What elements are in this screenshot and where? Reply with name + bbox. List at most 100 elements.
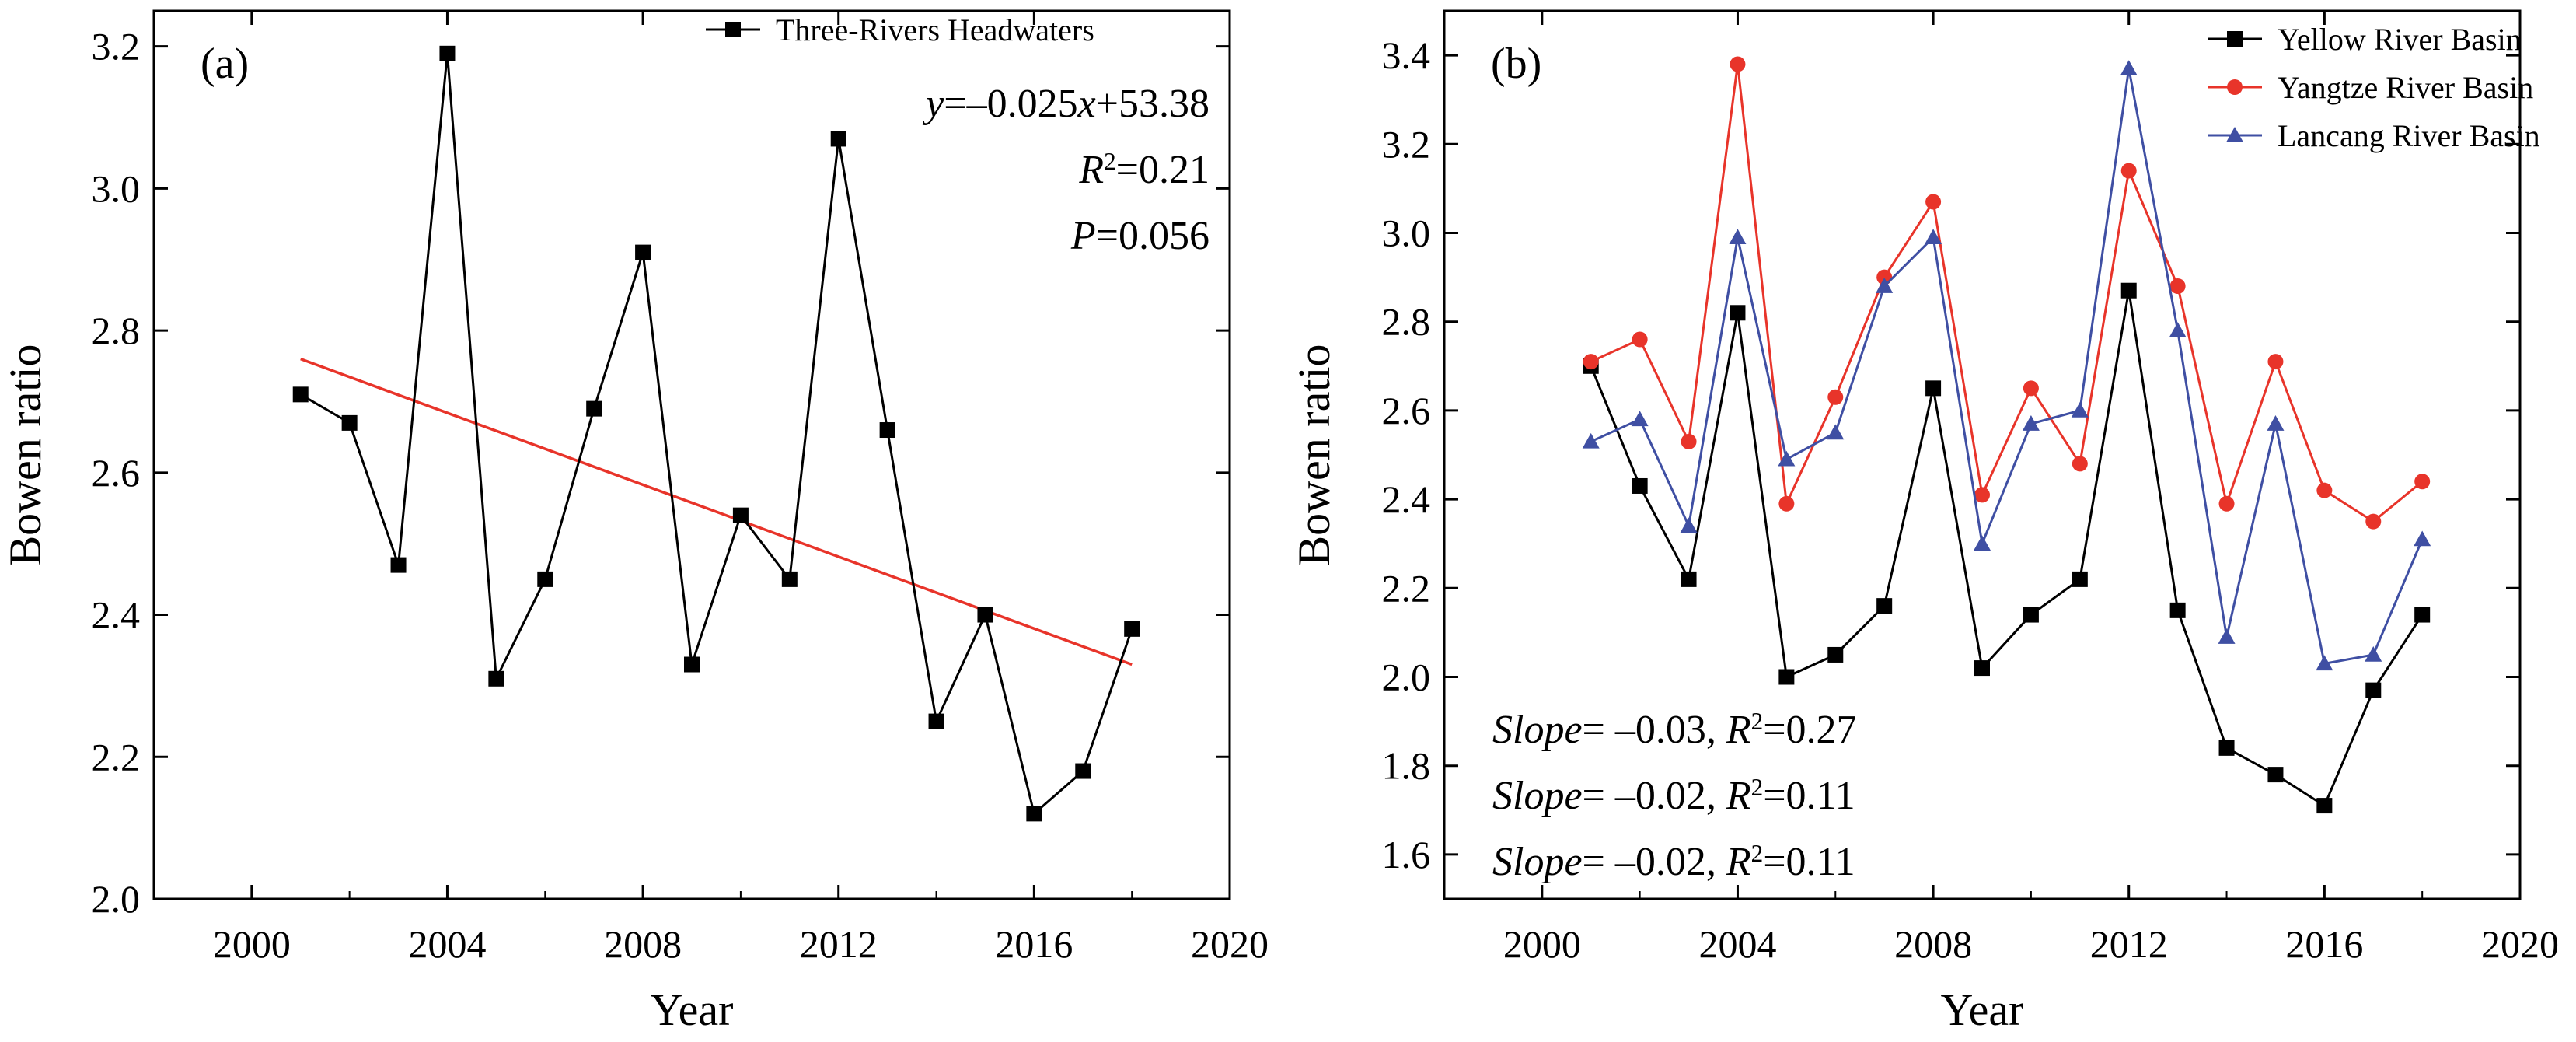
legend-marker <box>2227 79 2243 95</box>
data-point <box>1681 433 1697 449</box>
data-point <box>1730 56 1746 72</box>
y-tick-label: 2.4 <box>1382 477 1431 521</box>
data-point <box>2120 163 2137 179</box>
x-tick-label: 2008 <box>1894 922 1972 966</box>
legend-item-0: Three-Rivers Headwaters <box>706 12 1094 47</box>
panel-label: (a) <box>201 40 249 88</box>
x-axis-title: Year <box>1941 984 2024 1035</box>
y-tick-label: 2.4 <box>92 593 141 637</box>
annotation-r2-part-2: =0.21 <box>1116 148 1209 192</box>
data-point <box>537 571 553 587</box>
data-point <box>292 386 309 403</box>
data-point <box>2316 655 2333 671</box>
legend-item-2: Lancang River Basin <box>2208 118 2540 153</box>
annotation-s1: Slope= –0.03, R2=0.27 <box>1492 708 1857 753</box>
trend-line <box>300 358 1133 666</box>
data-point <box>2022 415 2040 431</box>
data-point <box>2218 628 2236 644</box>
annotation-r2-part-1: 2 <box>1104 148 1116 175</box>
data-point <box>1778 450 1796 467</box>
plot-frame <box>152 9 1231 900</box>
annotation-r2-part-0: R <box>1078 148 1104 192</box>
legend-label: Lancang River Basin <box>2278 118 2540 153</box>
legend-marker <box>2226 127 2243 142</box>
data-point <box>2316 482 2333 498</box>
data-point <box>1925 380 1942 397</box>
data-point <box>1827 389 1844 405</box>
data-point <box>2414 530 2431 547</box>
y-tick-label: 3.2 <box>1382 122 1431 166</box>
annotation-s1-part-0: Slope <box>1492 708 1583 752</box>
y-tick-label: 2.0 <box>92 877 141 921</box>
data-point <box>2120 282 2137 299</box>
data-point <box>1876 278 1894 293</box>
legend-marker <box>725 22 741 37</box>
data-point <box>2120 60 2138 76</box>
data-point <box>2071 401 2089 418</box>
annotation-s3-part-4: =0.11 <box>1763 840 1855 884</box>
y-tick-label: 1.8 <box>1382 744 1431 788</box>
data-point <box>341 414 358 431</box>
x-tick-label: 2016 <box>995 922 1073 966</box>
y-axis-title: Bowen ratio <box>1289 344 1339 565</box>
data-point <box>2414 474 2431 490</box>
data-point <box>2365 645 2382 662</box>
legend-marker <box>2227 31 2243 47</box>
data-point <box>1124 621 1140 637</box>
legend-label: Yellow River Basin <box>2278 22 2522 57</box>
x-tick-label: 2000 <box>1503 922 1581 966</box>
annotation-s1-part-2: R <box>1726 708 1751 752</box>
data-point <box>2072 456 2088 472</box>
annotation-s3: Slope= –0.02, R2=0.11 <box>1492 840 1855 885</box>
series-line <box>1590 290 2424 808</box>
panel-b: 2000 2004 2008 2012 2016 2020 1.6 1.8 2.0 2.2 2.4 2… <box>1289 9 2559 1035</box>
series-line <box>299 53 1133 816</box>
annotation-s1-part-3: 2 <box>1751 708 1764 735</box>
data-point <box>1778 669 1795 685</box>
data-point <box>2414 607 2431 623</box>
data-point <box>1729 229 1747 245</box>
annotation-s2: Slope= –0.02, R2=0.11 <box>1492 774 1855 819</box>
annotation-s2-part-4: =0.11 <box>1763 774 1855 818</box>
data-point <box>390 557 407 573</box>
y-tick-label: 2.8 <box>92 309 141 352</box>
series-0 <box>1583 282 2431 814</box>
data-point <box>1632 477 1648 494</box>
y-tick-label: 2.0 <box>1382 656 1431 699</box>
data-point <box>1631 411 1649 427</box>
data-point <box>2365 682 2382 698</box>
annotation-s2-part-3: 2 <box>1751 774 1764 801</box>
y-tick-label: 2.2 <box>1382 566 1431 610</box>
series-2 <box>1582 60 2431 671</box>
data-point <box>1583 354 1599 370</box>
data-point <box>928 713 944 729</box>
data-point <box>1026 806 1042 822</box>
annotation-s2-part-2: R <box>1726 774 1751 818</box>
x-tick-label: 2004 <box>408 922 486 966</box>
data-point <box>439 45 456 61</box>
data-point <box>1827 424 1845 440</box>
data-point <box>1778 495 1795 512</box>
series-1 <box>1583 56 2431 530</box>
data-point <box>2023 380 2039 397</box>
data-point <box>2169 322 2187 337</box>
annotation-eq-part-1: =–0.025 <box>944 82 1077 126</box>
series-0 <box>292 45 1140 822</box>
x-axis-title: Year <box>651 984 734 1035</box>
y-axis-title: Bowen ratio <box>0 344 51 565</box>
x-tick-label: 2012 <box>800 922 878 966</box>
legend-label: Three-Rivers Headwaters <box>776 12 1094 47</box>
legend-item-0: Yellow River Basin <box>2208 22 2522 57</box>
data-point <box>684 656 700 673</box>
data-point <box>2169 278 2186 295</box>
data-point <box>1730 305 1746 321</box>
data-point <box>1632 331 1648 348</box>
data-point <box>879 422 895 439</box>
annotation-eq-part-0: y <box>922 82 944 126</box>
legend-item-1: Yangtze River Basin <box>2208 70 2533 105</box>
data-point <box>1680 517 1698 533</box>
legend-label: Yangtze River Basin <box>2278 70 2533 105</box>
x-tick-label: 2020 <box>1191 922 1269 966</box>
annotation-eq: y=–0.025x+53.38 <box>922 82 1209 126</box>
x-tick-label: 2008 <box>604 922 682 966</box>
